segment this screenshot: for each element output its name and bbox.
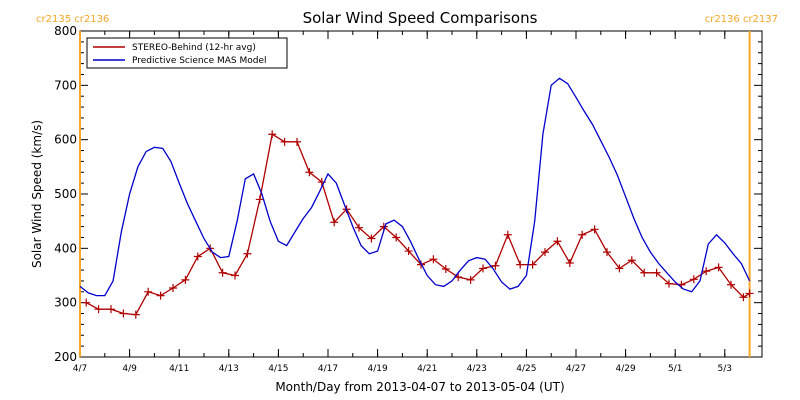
series-0-point-14	[255, 195, 264, 204]
series-0-point-49	[689, 275, 698, 284]
series-0-point-41	[590, 225, 599, 234]
series-0-point-34	[503, 230, 512, 239]
series-0-point-15	[268, 130, 277, 139]
x-tick-label-4/7: 4/7	[73, 364, 87, 374]
series-0-point-3	[119, 309, 128, 318]
series-0-point-6	[156, 291, 165, 300]
series-0-point-46	[652, 268, 661, 277]
x-tick-label-4/23: 4/23	[467, 364, 487, 374]
x-tick-label-4/25: 4/25	[516, 364, 536, 374]
series-0-point-18	[305, 168, 314, 177]
series-0-point-42	[603, 248, 611, 257]
series-0-point-1	[94, 305, 103, 314]
series-0-point-45	[640, 268, 649, 277]
series-0-point-20	[330, 218, 339, 227]
y-tick-label-400: 400	[54, 241, 77, 255]
series-0-point-52	[727, 280, 735, 289]
x-tick-label-4/19: 4/19	[367, 364, 387, 374]
series-0-point-36	[528, 260, 537, 269]
series-0-point-4	[131, 310, 140, 319]
series-0-point-40	[578, 230, 587, 239]
series-0-point-29	[441, 264, 450, 273]
series-line-1	[79, 77, 751, 297]
series-0-point-25	[392, 233, 401, 242]
x-tick-label-4/17: 4/17	[318, 364, 338, 374]
series-0-point-37	[541, 248, 549, 257]
chart-title: Solar Wind Speed Comparisons	[303, 9, 538, 27]
legend-label-0: STEREO-Behind (12-hr avg)	[132, 43, 256, 53]
carrington-label-left: cr2135 cr2136	[36, 14, 109, 25]
x-tick-label-4/29: 4/29	[615, 364, 635, 374]
x-tick-label-4/9: 4/9	[122, 364, 137, 374]
y-tick-label-200: 200	[54, 350, 77, 364]
series-0-point-0	[82, 298, 91, 307]
series-0-point-13	[243, 249, 252, 258]
x-tick-label-4/27: 4/27	[566, 364, 586, 374]
series-0-point-2	[107, 305, 115, 314]
plot-area: 200 300 400 500 600 700 800 4/7 4/9 4/11 4/13 4/15 4…	[54, 24, 763, 374]
series-0-point-26	[404, 247, 413, 256]
series-0-point-28	[429, 255, 438, 264]
series-0-point-39	[565, 259, 574, 268]
x-tick-label-5/1: 5/1	[668, 364, 682, 374]
x-tick-label-5/3: 5/3	[718, 364, 732, 374]
series-0-point-22	[355, 223, 363, 232]
series-0-point-50	[702, 267, 711, 276]
series-0-point-9	[193, 252, 202, 261]
y-axis-label: Solar Wind Speed (km/s)	[30, 120, 44, 268]
y-tick-label-300: 300	[54, 296, 77, 310]
series-0-point-11	[218, 268, 227, 277]
series-0-point-23	[367, 234, 376, 243]
y-tick-label-700: 700	[54, 78, 77, 92]
series-line-0	[85, 133, 750, 316]
series-0-point-54	[745, 289, 754, 298]
series-0-point-17	[293, 137, 301, 146]
series-0-point-47	[665, 279, 673, 288]
y-tick-label-600: 600	[54, 133, 77, 147]
series-0-point-5	[144, 287, 153, 296]
legend: STEREO-Behind (12-hr avg) Predictive Scie…	[86, 37, 288, 69]
series-0-point-12	[231, 271, 239, 280]
x-tick-label-4/11: 4/11	[169, 364, 189, 374]
x-tick-label-4/13: 4/13	[219, 364, 239, 374]
series-0-point-43	[615, 264, 624, 273]
x-tick-label-4/15: 4/15	[268, 364, 288, 374]
series-0-point-32	[479, 264, 487, 273]
series-0-point-53	[739, 293, 748, 302]
plot-frame	[79, 30, 763, 358]
series-0-point-16	[280, 137, 289, 146]
series-0-point-44	[627, 256, 636, 265]
y-tick-label-800: 800	[54, 24, 77, 38]
series-0-point-7	[169, 283, 177, 292]
series-0-point-38	[553, 237, 562, 246]
x-tick-label-4/21: 4/21	[417, 364, 437, 374]
y-tick-label-500: 500	[54, 187, 77, 201]
series-0-point-33	[491, 261, 500, 270]
x-axis-label: Month/Day from 2013-04-07 to 2013-05-04 …	[275, 380, 564, 394]
legend-box	[86, 37, 288, 69]
series-0-point-8	[181, 275, 190, 284]
legend-label-1: Predictive Science MAS Model	[132, 56, 267, 66]
series-0-point-35	[516, 260, 525, 269]
carrington-label-right: cr2136 cr2137	[705, 14, 778, 25]
series-0-point-31	[466, 275, 475, 284]
series-0-point-51	[714, 263, 723, 272]
